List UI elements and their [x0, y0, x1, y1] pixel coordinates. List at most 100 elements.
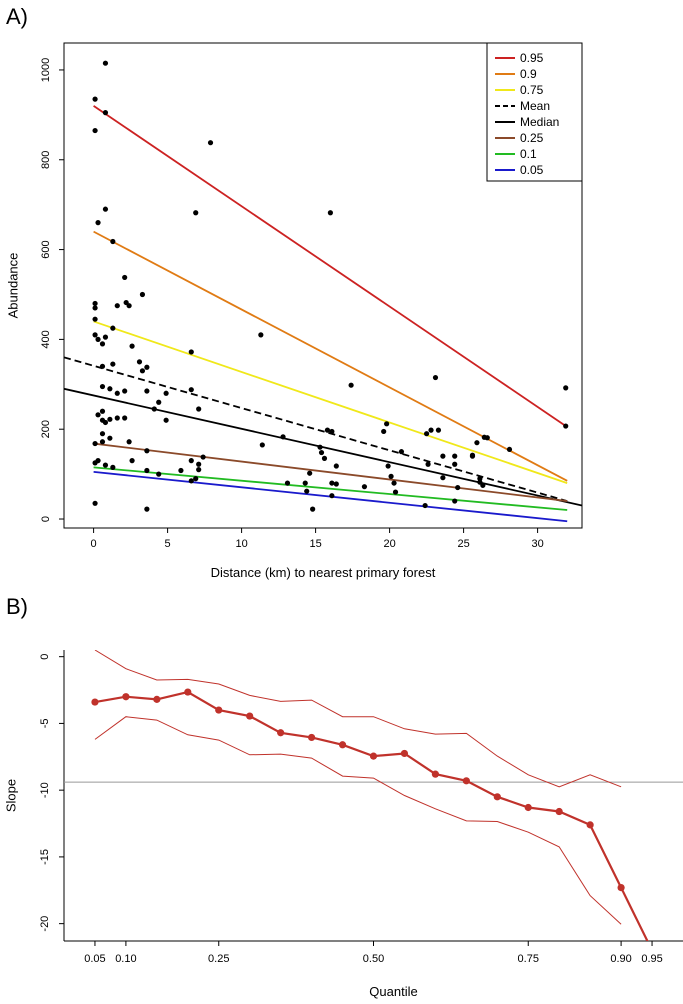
data-point: [92, 127, 98, 134]
data-point: [425, 461, 431, 467]
data-point: [348, 382, 354, 388]
data-point: [422, 502, 428, 509]
chart-abundance-vs-distance: 0 5 10 15 20 25 30 0 200 400 600 800 1000 Distance (k…: [6, 42, 583, 580]
data-point: [506, 446, 513, 453]
plot-frame: [63, 42, 583, 529]
data-point: [178, 467, 184, 474]
regression-line: [93, 466, 568, 511]
data-point: [324, 427, 331, 433]
data-point: [280, 434, 286, 440]
y-tick-label: -15: [39, 849, 51, 865]
data-point: [333, 463, 339, 469]
data-point: [122, 388, 128, 394]
data-point: [388, 473, 394, 479]
data-point: [563, 423, 569, 429]
data-point: [156, 399, 162, 405]
x-tick-label: 10: [235, 538, 247, 550]
y-tick-label: 400: [40, 330, 52, 348]
data-point: [95, 412, 101, 418]
slope-estimate-point: [462, 777, 470, 785]
x-tick-label: 0.90: [610, 953, 631, 965]
data-point: [102, 206, 109, 212]
x-tick-label: 30: [531, 538, 543, 550]
slope-estimate-point: [586, 821, 594, 829]
data-point: [92, 300, 98, 307]
data-point: [102, 419, 109, 426]
data-point: [307, 470, 313, 476]
regression-line: [93, 230, 568, 482]
data-point: [258, 332, 264, 338]
upper-bound-line: [94, 650, 622, 788]
data-point: [193, 476, 199, 482]
data-point: [144, 506, 150, 512]
data-point: [361, 484, 368, 490]
data-point: [144, 467, 150, 474]
plot-area: [64, 650, 683, 941]
y-tick-label: 1000: [40, 58, 52, 82]
data-point: [129, 458, 135, 464]
data-point: [563, 385, 569, 391]
data-point: [284, 480, 291, 486]
x-tick-label: 0.25: [208, 953, 229, 965]
data-point: [95, 220, 101, 226]
slope-estimate-point: [617, 884, 625, 892]
data-point: [469, 453, 476, 459]
data-point: [99, 341, 106, 347]
legend-label: 0.25: [520, 131, 544, 145]
data-point: [92, 500, 98, 506]
legend-label: 0.1: [520, 147, 537, 161]
data-point: [92, 440, 98, 447]
data-point: [92, 332, 98, 338]
data-point: [107, 386, 113, 392]
legend-label: 0.05: [520, 163, 544, 177]
data-point: [207, 140, 214, 146]
panel-label-b: B): [6, 594, 28, 619]
data-point: [99, 408, 106, 414]
data-point: [259, 442, 265, 448]
data-point: [122, 274, 128, 281]
data-point: [114, 303, 120, 309]
data-point: [136, 359, 143, 365]
data-point: [163, 390, 169, 396]
plot-area: [64, 60, 582, 523]
data-point: [304, 488, 310, 494]
regression-line: [64, 387, 582, 507]
data-point: [333, 481, 339, 487]
data-point: [435, 427, 442, 433]
data-point: [99, 431, 106, 437]
data-point: [329, 480, 335, 486]
slope-estimate-point: [122, 693, 130, 701]
data-point: [129, 343, 135, 349]
data-point: [193, 210, 199, 216]
data-point: [114, 415, 120, 421]
chart-slope-vs-quantile: 0 -5 -10 -15 -20 0.05 0.10 0.25 0.50 0.75 0.90 0.95…: [4, 650, 683, 999]
regression-line: [64, 356, 568, 502]
data-point: [327, 210, 333, 216]
data-point: [484, 435, 490, 441]
x-axis-label: Quantile: [369, 984, 417, 999]
y-axis-label: Abundance: [6, 253, 21, 319]
data-point: [392, 489, 399, 495]
data-point: [321, 455, 328, 461]
data-point: [163, 417, 169, 423]
data-point: [318, 449, 325, 456]
y-tick-label: 200: [40, 420, 52, 438]
data-point: [381, 428, 387, 435]
x-tick-label: 5: [165, 538, 171, 550]
x-tick-label: 20: [383, 538, 395, 550]
data-point: [92, 96, 98, 102]
data-point: [302, 480, 308, 486]
slope-estimate-point: [246, 712, 254, 720]
data-point: [188, 478, 194, 484]
data-point: [102, 60, 109, 66]
data-point: [329, 428, 335, 435]
legend-label: Mean: [520, 99, 550, 113]
data-point: [188, 349, 194, 355]
slope-estimate-point: [153, 695, 161, 703]
x-tick-label: 25: [457, 538, 469, 550]
x-tick-label: 0.95: [641, 953, 662, 965]
data-point: [139, 291, 146, 298]
y-tick-label: 800: [40, 151, 52, 169]
x-tick-label: 0.05: [84, 953, 105, 965]
